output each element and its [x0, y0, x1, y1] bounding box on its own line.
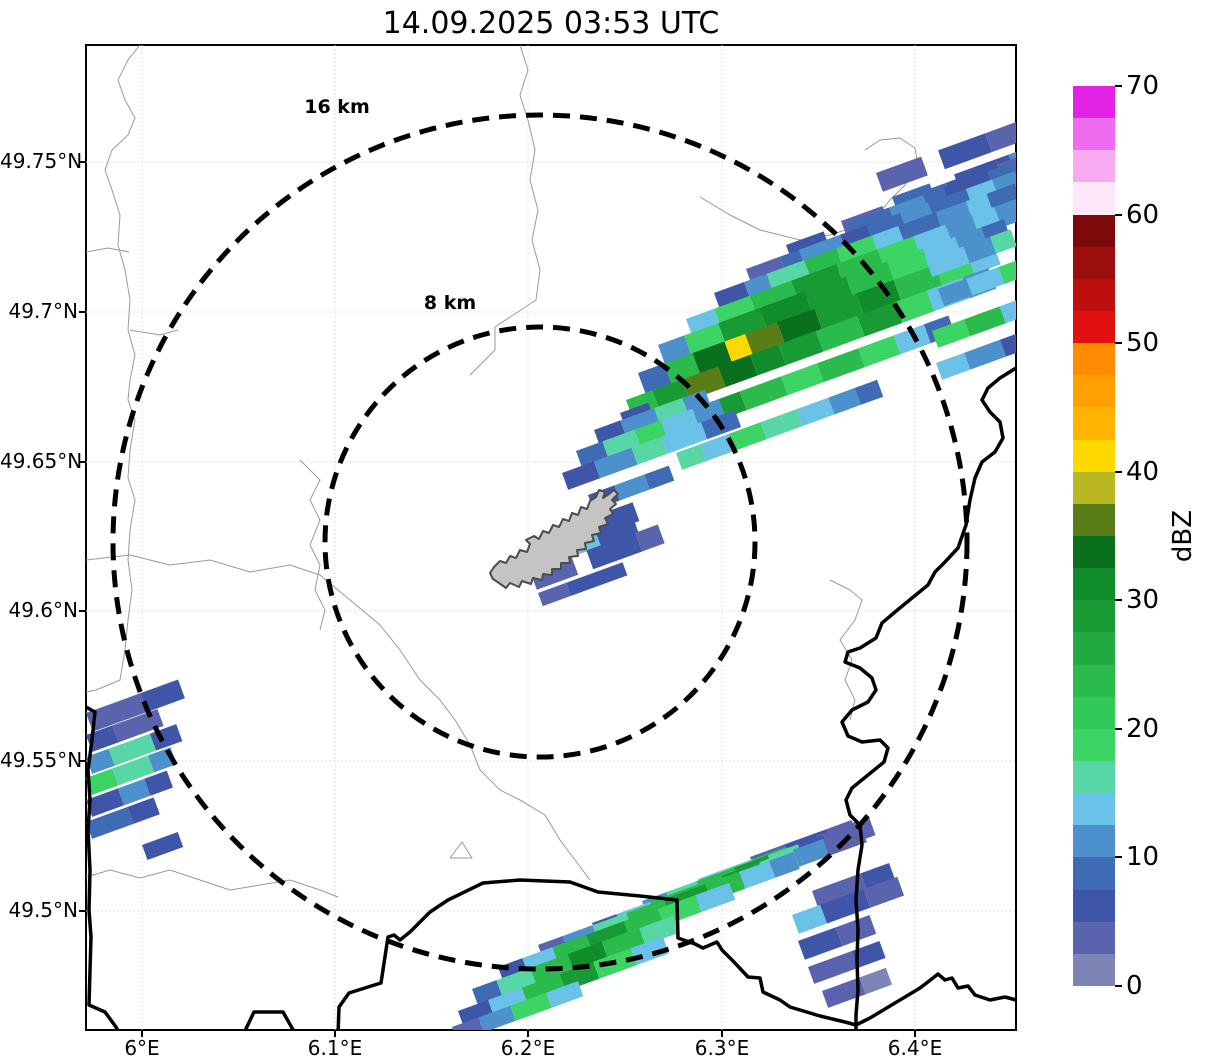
colorbar-tick-mark	[1115, 727, 1122, 730]
colorbar-tick-mark	[1115, 342, 1122, 345]
national-border-line	[243, 1010, 296, 1030]
colorbar-segment	[1073, 953, 1115, 987]
colorbar-segment	[1073, 439, 1115, 473]
regional-border-line	[86, 869, 339, 898]
colorbar-tick-label: 50	[1126, 328, 1160, 359]
colorbar-segment	[1073, 921, 1115, 955]
colorbar-tick-mark	[1115, 985, 1122, 987]
colorbar-tick-label: 70	[1126, 71, 1160, 101]
regional-border-line	[86, 45, 141, 693]
y-axis-tick-mark	[79, 910, 86, 912]
range-ring	[110, 112, 970, 972]
regional-border-line	[86, 247, 130, 253]
range-ring-label: 8 km	[423, 292, 477, 314]
colorbar-segment	[1073, 696, 1115, 730]
colorbar-segment	[1073, 728, 1115, 762]
colorbar-segment	[1073, 600, 1115, 633]
borders-rings-city-layer	[86, 112, 1016, 1030]
colorbar-segment	[1073, 375, 1115, 408]
colorbar	[1073, 86, 1115, 987]
regional-border-line	[449, 841, 473, 859]
colorbar-tick-label: 40	[1126, 456, 1160, 487]
x-axis-tick-mark	[334, 1030, 336, 1037]
colorbar-segment	[1073, 761, 1115, 794]
regional-border-line	[299, 459, 326, 631]
colorbar-segment	[1073, 632, 1115, 666]
colorbar-segment	[1073, 471, 1115, 505]
y-axis-tick-mark	[79, 461, 86, 463]
y-axis-tick-label: 49.5°N	[8, 898, 79, 922]
colorbar-tick-mark	[1115, 599, 1122, 602]
x-axis-tick-label: 6.1°E	[307, 1036, 363, 1060]
range-ring-label: 16 km	[304, 96, 370, 118]
colorbar-segment	[1073, 343, 1115, 376]
y-axis-tick-label: 49.75°N	[0, 149, 83, 173]
y-axis-tick-mark	[79, 610, 86, 612]
colorbar-segment	[1073, 214, 1115, 248]
colorbar-tick-label: 60	[1126, 199, 1160, 230]
y-axis-tick-mark	[79, 311, 86, 313]
colorbar-segment	[1073, 568, 1115, 601]
colorbar-segment	[1073, 503, 1115, 537]
y-axis-tick-label: 49.65°N	[0, 449, 83, 473]
national-border-line	[336, 878, 1016, 1030]
colorbar-tick-mark	[1115, 85, 1122, 87]
x-axis-tick-label: 6°E	[124, 1036, 160, 1060]
colorbar-segment	[1073, 664, 1115, 698]
colorbar-segment	[1073, 182, 1115, 216]
range-ring	[322, 324, 758, 760]
x-axis-tick-mark	[141, 1030, 143, 1037]
colorbar-segment	[1073, 246, 1115, 280]
national-border-line	[840, 366, 1016, 1030]
colorbar-segment	[1073, 889, 1115, 923]
x-axis-tick-label: 6.4°E	[887, 1036, 943, 1060]
x-axis-tick-label: 6.2°E	[500, 1036, 556, 1060]
x-axis-tick-mark	[721, 1030, 723, 1037]
x-axis-tick-label: 6.3°E	[694, 1036, 750, 1060]
colorbar-segment	[1073, 857, 1115, 891]
map-plot-area: 16 km 8 km	[85, 44, 1017, 1031]
colorbar-segment	[1073, 825, 1115, 858]
x-axis-tick-mark	[527, 1030, 529, 1037]
colorbar-tick-label: 0	[1126, 971, 1143, 1001]
y-axis-tick-label: 49.6°N	[8, 598, 79, 622]
colorbar-tick-mark	[1115, 213, 1122, 216]
y-axis-tick-mark	[79, 161, 86, 163]
colorbar-segment	[1073, 150, 1115, 183]
regional-border-line	[829, 579, 863, 721]
colorbar-segment	[1073, 118, 1115, 151]
chart-title: 14.09.2025 03:53 UTC	[382, 6, 720, 41]
colorbar-tick-mark	[1115, 470, 1122, 473]
colorbar-segment	[1073, 407, 1115, 441]
regional-border-line	[86, 554, 591, 881]
y-axis-tick-mark	[79, 760, 86, 762]
national-border-line	[86, 705, 120, 1030]
y-axis-tick-label: 49.55°N	[0, 748, 83, 772]
x-axis-tick-mark	[914, 1030, 916, 1037]
colorbar-segment	[1073, 278, 1115, 312]
colorbar-segment	[1073, 536, 1115, 569]
colorbar-tick-mark	[1115, 856, 1122, 859]
colorbar-tick-label: 10	[1126, 842, 1160, 873]
colorbar-tick-label: 30	[1126, 585, 1160, 616]
colorbar-segment	[1073, 793, 1115, 826]
colorbar-segment	[1073, 311, 1115, 344]
regional-border-line	[469, 45, 541, 376]
colorbar-axis-label: dBZ	[1168, 509, 1198, 563]
y-axis-tick-label: 49.7°N	[8, 299, 79, 323]
city-outline-shape	[489, 489, 619, 589]
colorbar-segment	[1073, 86, 1115, 119]
regional-border-line	[129, 329, 179, 336]
colorbar-tick-label: 20	[1126, 713, 1160, 744]
